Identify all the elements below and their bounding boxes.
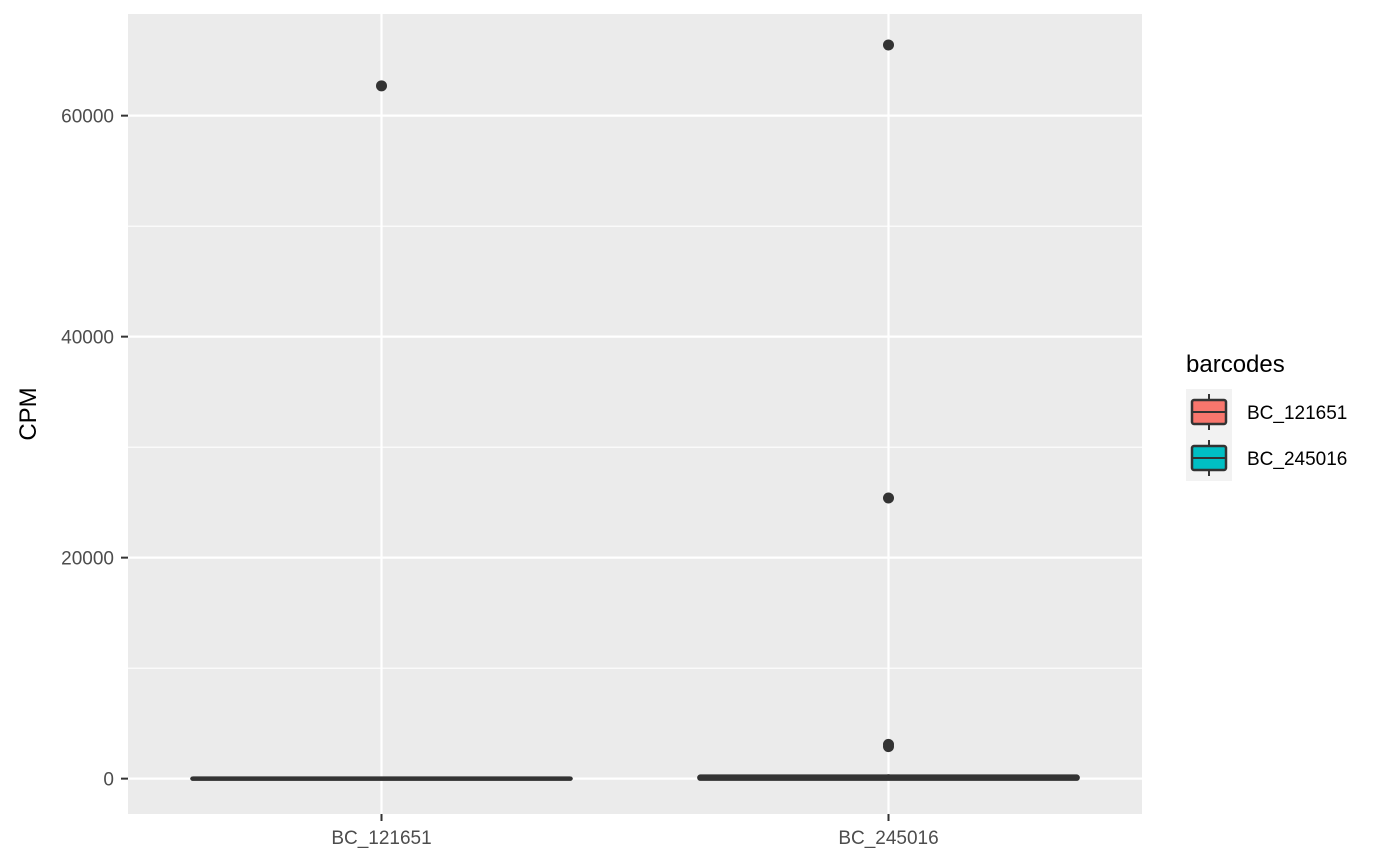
y-axis-title: CPM <box>15 387 42 440</box>
legend: barcodes BC_121651 BC_245016 <box>1186 351 1347 481</box>
plot-panel <box>128 14 1142 814</box>
minor-gridlines <box>128 225 1142 669</box>
y-tick-label: 40000 <box>61 328 114 349</box>
outlier-point <box>883 39 894 51</box>
outlier-point <box>883 492 894 504</box>
y-tick-label: 60000 <box>61 107 114 128</box>
y-tick-label: 20000 <box>61 549 114 570</box>
outlier-point <box>883 741 894 753</box>
y-tick-label: 0 <box>103 770 114 791</box>
legend-title: barcodes <box>1186 351 1285 378</box>
y-axis: 0 20000 40000 60000 <box>61 107 128 791</box>
x-axis: BC_121651 BC_245016 <box>331 814 939 849</box>
outlier-points <box>376 39 894 753</box>
outlier-point <box>376 80 387 92</box>
legend-label: BC_245016 <box>1247 449 1347 470</box>
x-tick-label: BC_245016 <box>838 828 938 849</box>
x-tick-label: BC_121651 <box>331 828 431 849</box>
legend-label: BC_121651 <box>1247 403 1347 424</box>
box-series <box>190 774 1080 781</box>
